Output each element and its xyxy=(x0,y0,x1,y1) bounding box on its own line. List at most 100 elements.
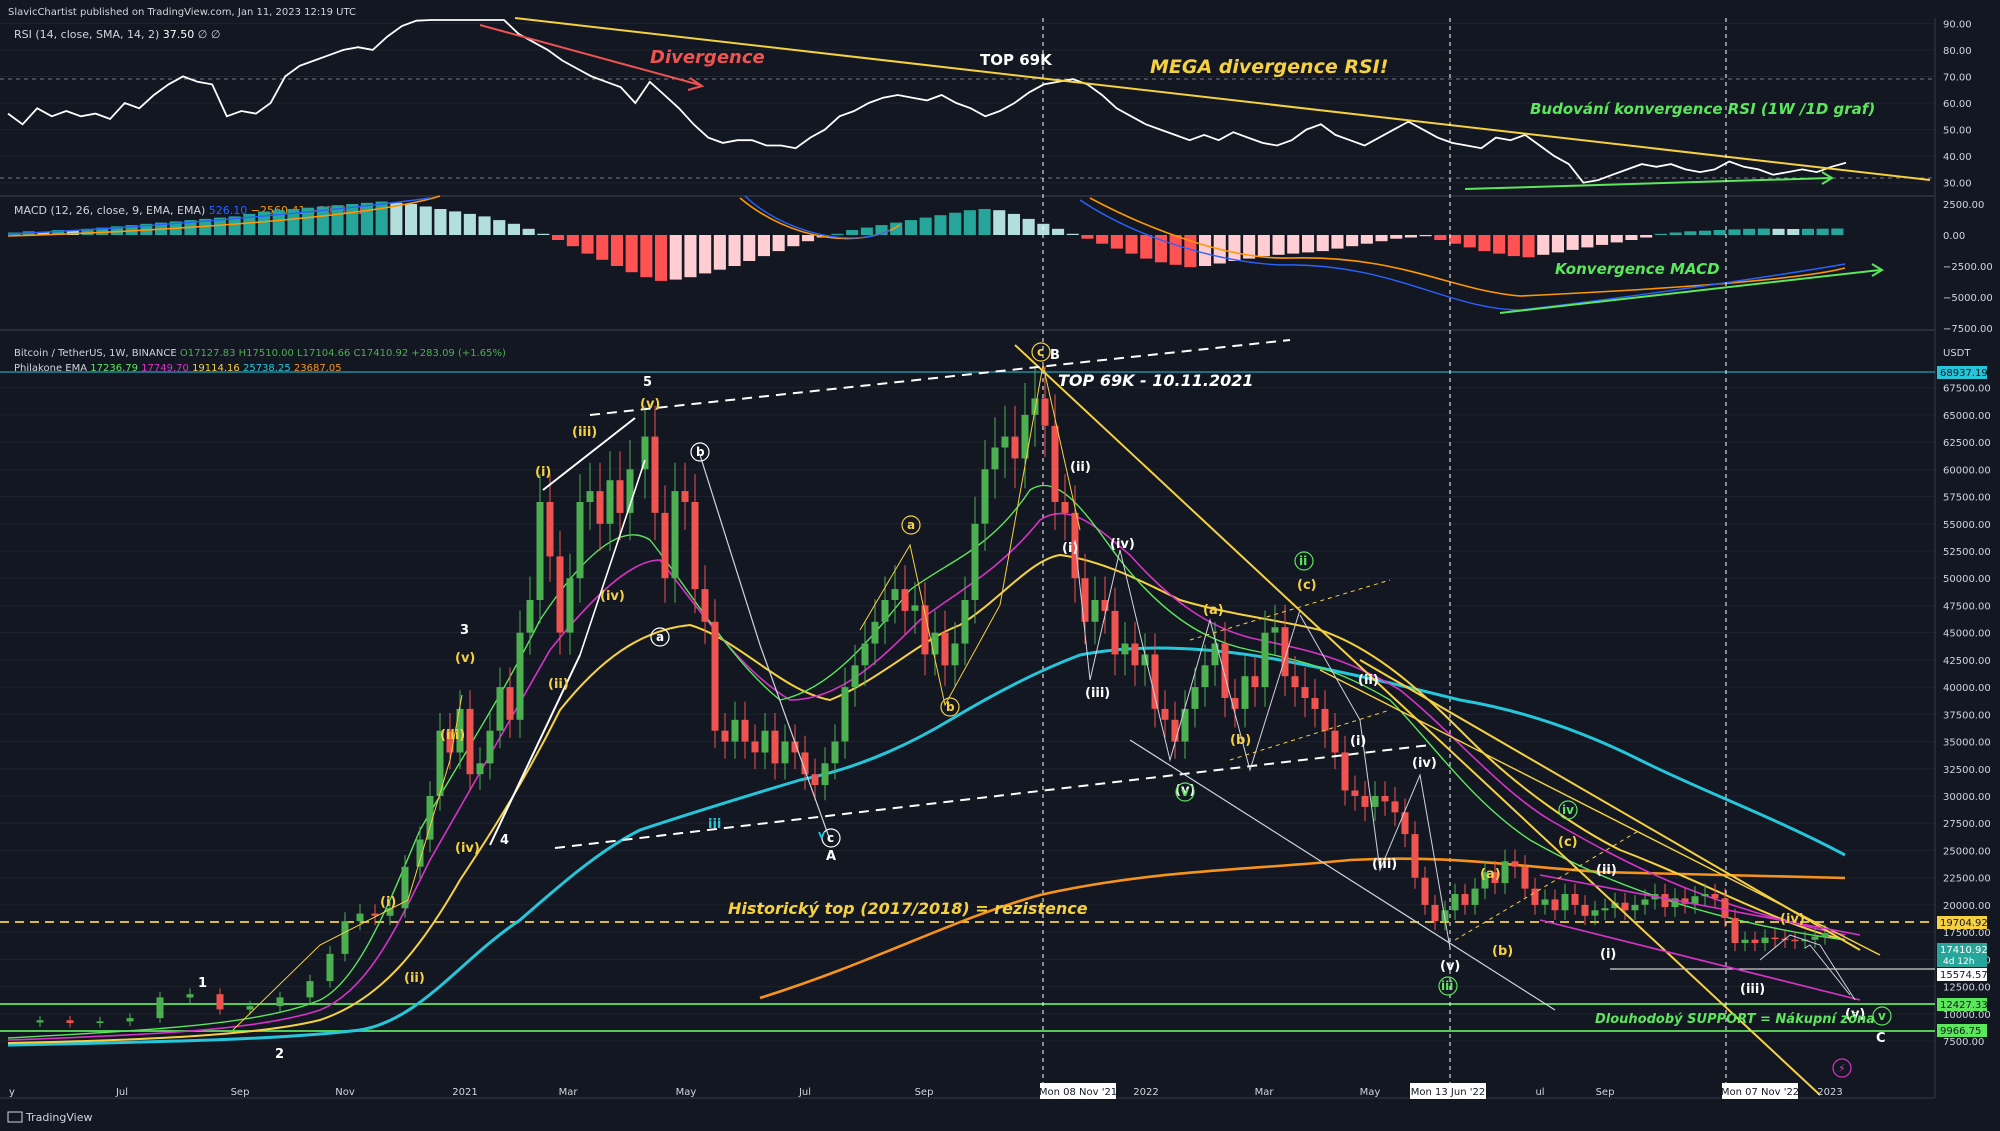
price-tick-label: 55000.00 xyxy=(1943,520,1991,531)
price-tags: 68937.19 19704.92 17410.92 4d 12h 15574.… xyxy=(1937,366,1988,1037)
price-tick-label: 32500.00 xyxy=(1943,765,1991,776)
wave-iv-4: (iv) xyxy=(1412,756,1437,771)
channel-upper-dashed xyxy=(589,339,1291,416)
macd-bar xyxy=(1375,235,1388,242)
candle-body xyxy=(991,447,999,470)
circle-c-yellow-text: c xyxy=(1037,345,1044,359)
macd-bar xyxy=(1287,235,1300,254)
wave-ii-5: (ii) xyxy=(1596,863,1617,878)
wave-label-5: 5 xyxy=(643,375,652,390)
candle-body xyxy=(1621,902,1629,911)
time-tick-label: Sep xyxy=(231,1087,250,1098)
macd-bar xyxy=(1625,235,1638,240)
candle-body xyxy=(1571,894,1579,905)
macd-bar xyxy=(52,230,65,235)
circle-v-green-text: v xyxy=(1181,785,1189,799)
rsi-panel: RSI (14, close, SMA, 14, 2) 37.50 ∅ ∅ Di… xyxy=(0,17,1972,190)
macd-bar xyxy=(596,235,609,260)
wave-channel-lower xyxy=(489,654,581,846)
candle-body xyxy=(1611,902,1619,909)
macd-bar xyxy=(1596,235,1609,245)
macd-bar xyxy=(831,233,844,235)
candle-body xyxy=(671,491,679,579)
price-tick-label: 65000.00 xyxy=(1943,411,1991,422)
candle-body xyxy=(401,866,409,909)
wave-labels: 1 2 3 4 5 (i) (ii) (iii) (v) (iv) (i) (i… xyxy=(198,348,1886,1062)
candle-body xyxy=(1711,894,1719,899)
macd-bar xyxy=(258,211,271,235)
currency-label: USDT xyxy=(1943,348,1971,359)
wave-iv-1: (iv) xyxy=(455,841,480,856)
candle-body xyxy=(476,763,484,775)
macd-convergence-arrow xyxy=(1499,269,1881,314)
candle-body xyxy=(1031,398,1039,415)
candle-body xyxy=(1471,888,1479,905)
price-tick-label: 27500.00 xyxy=(1943,819,1991,830)
candle-body xyxy=(901,589,909,611)
macd-tick-label: 0.00 xyxy=(1943,231,1965,242)
candle-body xyxy=(1371,796,1379,807)
wave-white-path-3 xyxy=(1299,614,1451,949)
candle-body xyxy=(1451,894,1459,911)
wave-c-2: (c) xyxy=(1558,835,1578,850)
macd-bar xyxy=(493,220,506,235)
candle-body xyxy=(1491,872,1499,884)
wave-label-A: A xyxy=(826,849,836,864)
macd-bar xyxy=(522,228,535,235)
candle-body xyxy=(1511,861,1519,867)
tag-countdown: 4d 12h xyxy=(1943,957,1974,967)
macd-bar xyxy=(1199,235,1212,266)
wave-label-3: 3 xyxy=(460,623,469,638)
ema-21 xyxy=(7,512,1846,1041)
candle-body xyxy=(891,589,899,600)
candle-body xyxy=(606,480,614,524)
macd-bar xyxy=(640,235,653,278)
candle-body xyxy=(1761,937,1769,943)
macd-bar xyxy=(1772,228,1785,235)
candle-body xyxy=(1681,898,1689,904)
time-tick-label: Jul xyxy=(115,1087,128,1098)
macd-bar xyxy=(743,235,756,261)
channel-pink-lower xyxy=(1539,919,1861,1001)
candle-body xyxy=(761,730,769,753)
circle-iv-green xyxy=(1558,800,1578,820)
alert-icon[interactable] xyxy=(1832,1058,1852,1078)
candle-body xyxy=(341,921,349,954)
macd-bar xyxy=(1713,230,1726,235)
price-tick-label: 60000.00 xyxy=(1943,465,1991,476)
circle-a xyxy=(650,627,670,647)
downtrend-line-3 xyxy=(1319,669,1881,956)
macd-bar xyxy=(1507,235,1520,257)
candle-body xyxy=(881,600,889,622)
candle-body xyxy=(96,1021,104,1023)
candle-body xyxy=(681,491,689,502)
time-marker-label: Mon 13 Jun '22 xyxy=(1411,1087,1485,1098)
macd-bar xyxy=(1360,235,1373,244)
macd-bar xyxy=(507,223,520,235)
wave-circle-labels: b a c a b c v ii iii iv v ⚡ v xyxy=(650,342,1892,1078)
price-tick-label: 37500.00 xyxy=(1943,710,1991,721)
candle-body xyxy=(186,994,194,998)
candle-body xyxy=(326,953,334,982)
channel-white-lower xyxy=(1129,739,1556,1011)
macd-bar xyxy=(331,205,344,235)
wave-ii-3: (ii) xyxy=(1070,460,1091,475)
macd-bar xyxy=(1331,235,1344,249)
candle-body xyxy=(506,687,514,720)
candle-body xyxy=(1101,600,1109,611)
macd-bar xyxy=(1801,228,1814,235)
price-tick-label: 57500.00 xyxy=(1943,493,1991,504)
candle-body xyxy=(1501,861,1509,884)
wave-iii-1: (iii) xyxy=(440,728,465,743)
candle-body xyxy=(731,719,739,742)
wave-white-path-5 xyxy=(1759,934,1856,1001)
macd-bar xyxy=(1493,235,1506,254)
candle-body xyxy=(1751,939,1759,943)
macd-bar xyxy=(993,210,1006,235)
wave-b-2: (b) xyxy=(1492,944,1513,959)
wave-iii-3: (iii) xyxy=(1085,686,1110,701)
wave-v-4: (v) xyxy=(1440,959,1460,974)
candle-body xyxy=(1021,414,1029,459)
candle-body xyxy=(841,687,849,742)
